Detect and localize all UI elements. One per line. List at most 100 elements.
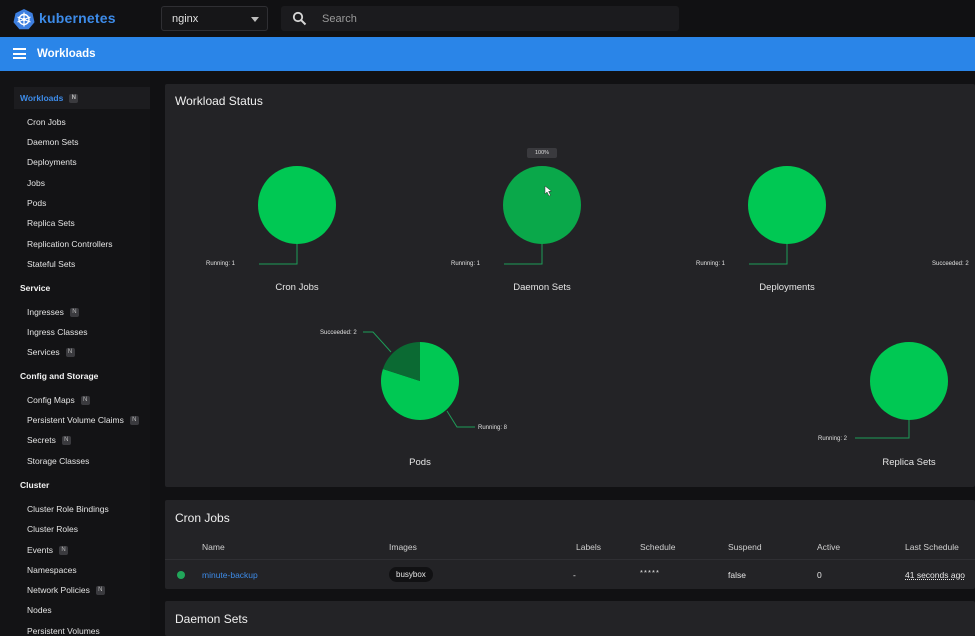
cron-jobs-title: Cron Jobs — [175, 511, 230, 525]
chart-label-replica-sets[interactable]: Replica Sets — [882, 457, 936, 468]
sidebar-item-namespaces[interactable]: Namespaces — [27, 565, 77, 575]
replica-sets-running-leader — [855, 420, 910, 439]
workload-status-charts: Running: 1 Running: 1 Running: 1 Succeed… — [206, 166, 969, 442]
sidebar-item-replica-sets[interactable]: Replica Sets — [27, 218, 75, 228]
search-icon[interactable] — [292, 11, 307, 26]
chart-label-deployments[interactable]: Deployments — [759, 282, 815, 293]
search-input[interactable] — [322, 10, 662, 27]
sidebar-item-label: Ingresses — [27, 307, 64, 317]
sidebar-item-services[interactable]: Services N — [27, 347, 75, 358]
namespace-select[interactable]: nginx — [161, 6, 268, 31]
sidebar-item-daemon-sets[interactable]: Daemon Sets — [27, 137, 79, 147]
sidebar-item-cluster-roles[interactable]: Cluster Roles — [27, 524, 79, 534]
column-header-last-schedule[interactable]: Last Schedule — [905, 542, 959, 552]
pods-succeeded-slice[interactable] — [382, 342, 420, 381]
pods-succeeded-label: Succeeded: 2 — [320, 330, 357, 336]
status-running-icon — [177, 571, 185, 579]
sidebar-item-nodes[interactable]: Nodes — [27, 605, 52, 615]
image-chip: busybox — [389, 567, 433, 582]
namespaced-badge: N — [59, 546, 68, 556]
namespace-value: nginx — [172, 13, 199, 25]
sidebar-item-label: Workloads — [20, 93, 64, 103]
sidebar-item-network-policies[interactable]: Network Policies N — [27, 585, 105, 596]
namespaced-badge: N — [65, 348, 75, 358]
pods-running-leader — [446, 410, 475, 428]
daemon-sets-card: Daemon Sets — [165, 601, 975, 636]
sidebar-item-persistent-volumes[interactable]: Persistent Volumes — [27, 626, 100, 636]
cron-job-name-link[interactable]: minute-backup — [202, 570, 258, 580]
cron-jobs-pie[interactable] — [258, 166, 336, 244]
sidebar-header-config-storage[interactable]: Config and Storage — [20, 371, 99, 381]
cron-jobs-running-leader — [259, 244, 298, 265]
column-header-name[interactable]: Name — [202, 542, 225, 552]
sidebar-item-secrets[interactable]: Secrets N — [27, 435, 71, 446]
daemon-sets-pie[interactable] — [503, 166, 581, 244]
sidebar-item-label: Config Maps — [27, 395, 75, 405]
chart-label-daemon-sets[interactable]: Daemon Sets — [513, 282, 571, 293]
last-schedule-value: 41 seconds ago — [905, 570, 966, 580]
column-header-schedule[interactable]: Schedule — [640, 542, 676, 552]
sidebar-item-storage-classes[interactable]: Storage Classes — [27, 456, 90, 466]
sidebar-item-stateful-sets[interactable]: Stateful Sets — [27, 259, 76, 269]
sidebar-item-pods[interactable]: Pods — [27, 198, 47, 208]
namespaced-badge: N — [80, 396, 90, 406]
deployments-pie[interactable] — [748, 166, 826, 244]
sidebar-item-events[interactable]: Events N — [27, 545, 68, 556]
hamburger-menu-icon[interactable] — [13, 48, 26, 59]
column-header-active[interactable]: Active — [817, 542, 841, 552]
daemon-sets-running-leader — [504, 244, 543, 265]
replica-sets-running-label: Running: 2 — [818, 436, 848, 442]
active-value: 0 — [817, 570, 822, 580]
sidebar-item-ingresses[interactable]: Ingresses N — [27, 307, 79, 318]
column-header-labels[interactable]: Labels — [576, 542, 602, 552]
column-header-suspend[interactable]: Suspend — [728, 542, 762, 552]
replica-sets-running-slice[interactable] — [870, 342, 948, 420]
daemon-sets-title: Daemon Sets — [175, 612, 248, 626]
namespaced-badge: N — [95, 586, 105, 596]
sidebar-item-jobs[interactable]: Jobs — [27, 178, 45, 188]
sidebar-item-label: Persistent Volume Claims — [27, 415, 124, 425]
sidebar-header-service[interactable]: Service — [20, 283, 51, 293]
labels-value: - — [573, 570, 576, 580]
cron-jobs-card: Cron Jobs — [165, 500, 975, 589]
cron-jobs-running-slice[interactable] — [258, 166, 336, 244]
sidebar-item-ingress-classes[interactable]: Ingress Classes — [27, 327, 88, 337]
kubernetes-logo-icon[interactable] — [13, 8, 35, 30]
sidebar-item-config-maps[interactable]: Config Maps N — [27, 395, 90, 406]
sidebar-active-highlight — [14, 87, 150, 109]
sidebar-item-label: Services — [27, 347, 60, 357]
app-bar: Workloads — [0, 37, 975, 71]
column-header-images[interactable]: Images — [389, 542, 417, 552]
sidebar-item-label: Secrets — [27, 435, 56, 445]
sidebar-header-cluster[interactable]: Cluster — [20, 480, 50, 490]
suspend-value: false — [728, 570, 746, 580]
deployments-running-leader — [749, 244, 788, 265]
deployments-running-slice[interactable] — [748, 166, 826, 244]
sidebar-item-cron-jobs[interactable]: Cron Jobs — [27, 117, 66, 127]
pods-pie[interactable] — [381, 342, 460, 420]
namespaced-badge: N — [129, 416, 139, 426]
workload-status-title: Workload Status — [175, 94, 263, 108]
sidebar-item-replication-controllers[interactable]: Replication Controllers — [27, 239, 113, 249]
deployments-running-label: Running: 1 — [696, 261, 726, 267]
sidebar — [0, 71, 150, 636]
sidebar-item-deployments[interactable]: Deployments — [27, 157, 77, 167]
cron-jobs-running-label: Running: 1 — [206, 261, 236, 267]
chart-label-pods[interactable]: Pods — [409, 457, 431, 468]
pods-running-slice[interactable] — [381, 342, 460, 420]
top-bar: kubernetes nginx — [0, 0, 975, 37]
sidebar-item-workloads[interactable]: Workloads N — [20, 93, 79, 104]
pointer-cursor-icon — [544, 185, 553, 197]
pods-running-label: Running: 8 — [478, 425, 508, 431]
chart-tooltip: 100% — [527, 148, 557, 158]
brand-name[interactable]: kubernetes — [39, 10, 116, 26]
schedule-value: * * * * * — [640, 568, 659, 577]
daemon-sets-running-slice[interactable] — [503, 166, 581, 244]
sidebar-item-persistent-volume-claims[interactable]: Persistent Volume Claims N — [27, 415, 139, 426]
daemon-sets-running-label: Running: 1 — [451, 261, 481, 267]
sidebar-item-cluster-role-bindings[interactable]: Cluster Role Bindings — [27, 504, 109, 514]
table-divider — [165, 559, 975, 560]
replica-sets-pie[interactable] — [870, 342, 948, 420]
chevron-down-icon — [251, 17, 259, 22]
chart-label-cron-jobs[interactable]: Cron Jobs — [275, 282, 319, 293]
